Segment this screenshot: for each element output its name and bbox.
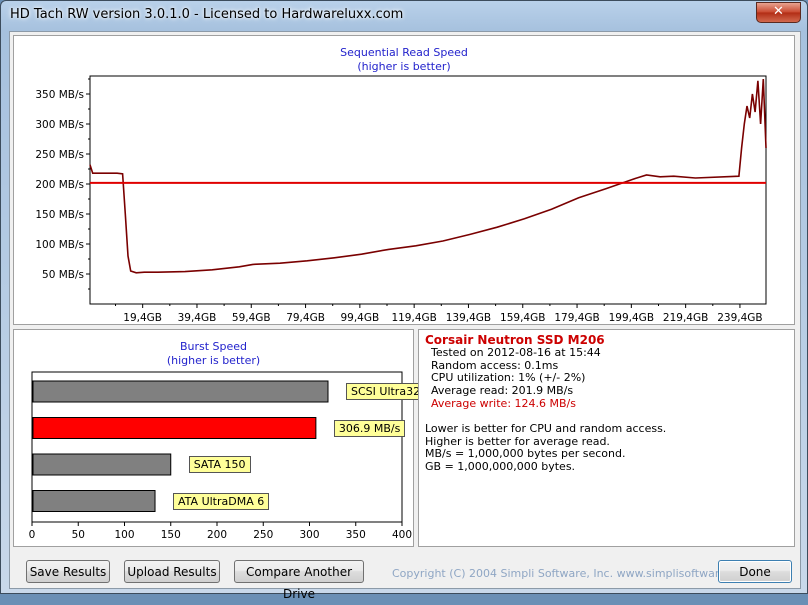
burst-x-tick-label: 0 [29, 529, 36, 541]
seq-x-tick-label: 59,4GB [232, 312, 271, 324]
burst-x-tick-label: 200 [207, 529, 227, 541]
drive-name: Corsair Neutron SSD M206 [425, 333, 605, 347]
burst-x-tick-label: 150 [161, 529, 181, 541]
seq-y-tick-label: 300 MB/s [35, 119, 84, 131]
burst-bar-label: SCSI Ultra320 [346, 383, 433, 400]
burst-x-tick-label: 50 [72, 529, 85, 541]
title-bar[interactable]: HD Tach RW version 3.0.1.0 - Licensed to… [1, 1, 807, 31]
note-mbs: MB/s = 1,000,000 bytes per second. [425, 447, 626, 461]
burst-subtitle: (higher is better) [166, 354, 261, 367]
burst-bar-label: SATA 150 [188, 456, 251, 473]
burst-bar [32, 380, 329, 403]
burst-x-tick-label: 350 [346, 529, 366, 541]
seq-x-tick-label: 159,4GB [500, 312, 545, 324]
seq-x-tick-label: 79,4GB [286, 312, 325, 324]
seq-y-tick-label: 100 MB/s [35, 239, 84, 251]
average-write: Average write: 124.6 MB/s [431, 396, 576, 410]
burst-speed-chart: 0 50 100 150 200 250 300 350 400 [29, 371, 412, 541]
save-results-button[interactable]: Save Results [26, 560, 110, 583]
seq-y-tick-label: 350 MB/s [35, 89, 84, 101]
burst-x-tick-label: 250 [253, 529, 273, 541]
note-read: Higher is better for average read. [425, 434, 610, 448]
seq-title: Sequential Read Speed [340, 46, 468, 59]
sequential-read-chart: 350 MB/s 300 MB/s 250 MB/s 200 MB/s 150 MB/s… [35, 75, 767, 324]
sequential-read-panel: Sequential Read Speed (higher is better)… [13, 35, 795, 325]
burst-bar-label: 306.9 MB/s [333, 419, 406, 437]
burst-speed-panel: Burst Speed (higher is better) 0 50 100 150… [13, 329, 433, 547]
note-cpu: Lower is better for CPU and random acces… [425, 421, 667, 435]
average-read: Average read: 201.9 MB/s [431, 384, 574, 398]
done-button[interactable]: Done [718, 560, 792, 583]
seq-x-tick-label: 19,4GB [123, 312, 162, 324]
burst-x-tick-label: 400 [392, 529, 412, 541]
seq-x-tick-label: 99,4GB [340, 312, 379, 324]
random-access: Random access: 0.1ms [431, 358, 559, 372]
seq-x-tick-label: 39,4GB [178, 312, 217, 324]
upload-results-button[interactable]: Upload Results [124, 560, 220, 583]
seq-x-tick-label: 199,4GB [609, 312, 654, 324]
seq-x-tick-label: 219,4GB [663, 312, 708, 324]
burst-bar-label: ATA UltraDMA 6 [173, 492, 270, 510]
window-title: HD Tach RW version 3.0.1.0 - Licensed to… [10, 7, 404, 22]
seq-y-tick-label: 150 MB/s [35, 209, 84, 221]
note-gb: GB = 1,000,000,000 bytes. [425, 460, 576, 474]
tested-date: Tested on 2012-08-16 at 15:44 [431, 345, 601, 359]
info-panel: Corsair Neutron SSD M206 Tested on 2012-… [418, 329, 795, 547]
copyright-text: Copyright (C) 2004 Simpli Software, Inc.… [392, 567, 753, 580]
compare-drive-button[interactable]: Compare Another Drive [234, 560, 364, 601]
seq-read-series [89, 78, 767, 274]
seq-subtitle: (higher is better) [357, 60, 451, 73]
seq-y-tick-label: 250 MB/s [35, 149, 84, 161]
seq-y-tick-label: 50 MB/s [42, 269, 84, 281]
burst-bar [32, 453, 172, 476]
close-button[interactable]: ✕ [756, 2, 801, 23]
seq-y-tick-label: 200 MB/s [35, 179, 84, 191]
seq-x-tick-label: 179,4GB [554, 312, 599, 324]
burst-title: Burst Speed [179, 340, 248, 353]
burst-x-tick-label: 300 [299, 529, 319, 541]
burst-bar [32, 490, 156, 512]
seq-plot-frame [89, 75, 767, 305]
seq-x-tick-label: 119,4GB [391, 312, 436, 324]
seq-x-tick-label: 239,4GB [717, 312, 762, 324]
client-area: Sequential Read Speed (higher is better)… [9, 31, 801, 601]
seq-x-tick-label: 139,4GB [446, 312, 491, 324]
burst-x-tick-label: 100 [114, 529, 134, 541]
burst-bar [32, 417, 317, 439]
cpu-utilization: CPU utilization: 1% (+/- 2%) [431, 371, 586, 385]
